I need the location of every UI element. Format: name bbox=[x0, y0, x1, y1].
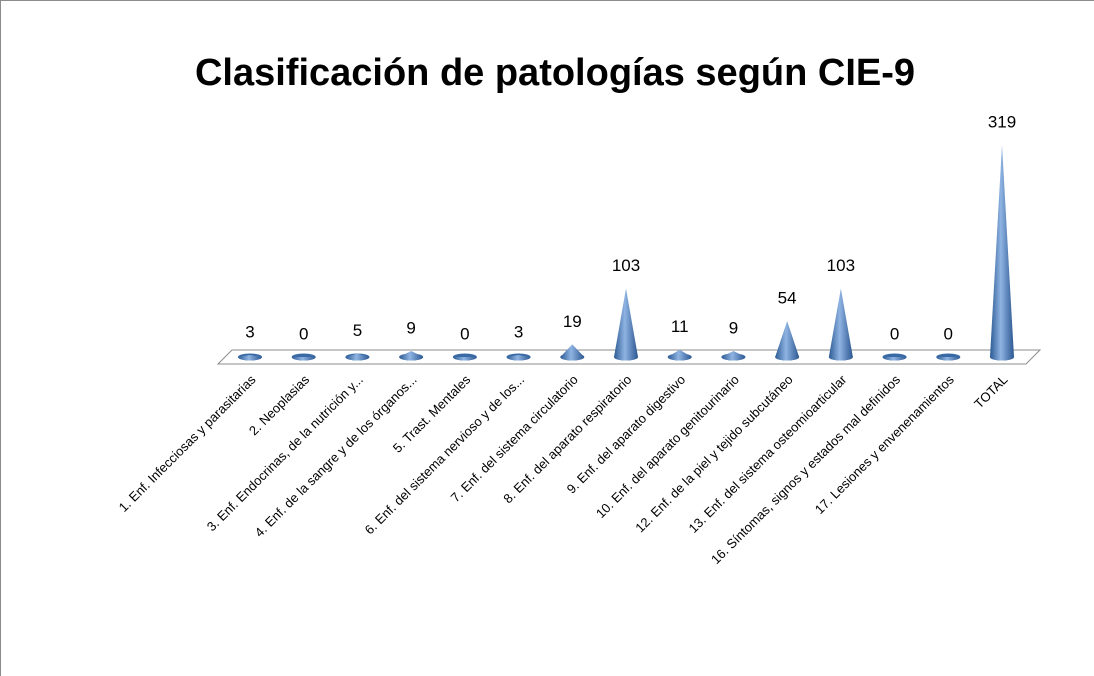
data-label: 0 bbox=[299, 324, 308, 343]
cone bbox=[721, 351, 746, 361]
data-label: 0 bbox=[944, 324, 953, 343]
cone bbox=[882, 357, 907, 361]
cone bbox=[291, 357, 316, 361]
cone bbox=[238, 355, 262, 361]
data-label: 3 bbox=[514, 322, 523, 341]
data-label: 103 bbox=[827, 256, 855, 275]
cone bbox=[560, 344, 585, 361]
chart-title: Clasificación de patologías según CIE-9 bbox=[195, 52, 915, 94]
data-label: 3 bbox=[245, 322, 254, 341]
cone bbox=[399, 351, 424, 361]
cone bbox=[452, 357, 477, 361]
data-label: 103 bbox=[612, 256, 640, 275]
cone bbox=[936, 357, 961, 361]
data-label: 9 bbox=[406, 319, 415, 338]
cone bbox=[506, 355, 531, 361]
cone bbox=[828, 288, 853, 361]
data-label: 5 bbox=[353, 321, 362, 340]
data-label: 0 bbox=[460, 324, 469, 343]
data-label: 0 bbox=[890, 324, 899, 343]
cone bbox=[775, 321, 800, 361]
data-label: 11 bbox=[671, 317, 689, 336]
data-label: 9 bbox=[729, 319, 738, 338]
cone bbox=[614, 288, 638, 361]
cone bbox=[990, 145, 1014, 361]
data-label: 319 bbox=[988, 112, 1016, 131]
data-label: 19 bbox=[563, 312, 582, 331]
cone bbox=[345, 353, 370, 361]
cone bbox=[667, 349, 692, 361]
data-label: 54 bbox=[778, 289, 797, 308]
